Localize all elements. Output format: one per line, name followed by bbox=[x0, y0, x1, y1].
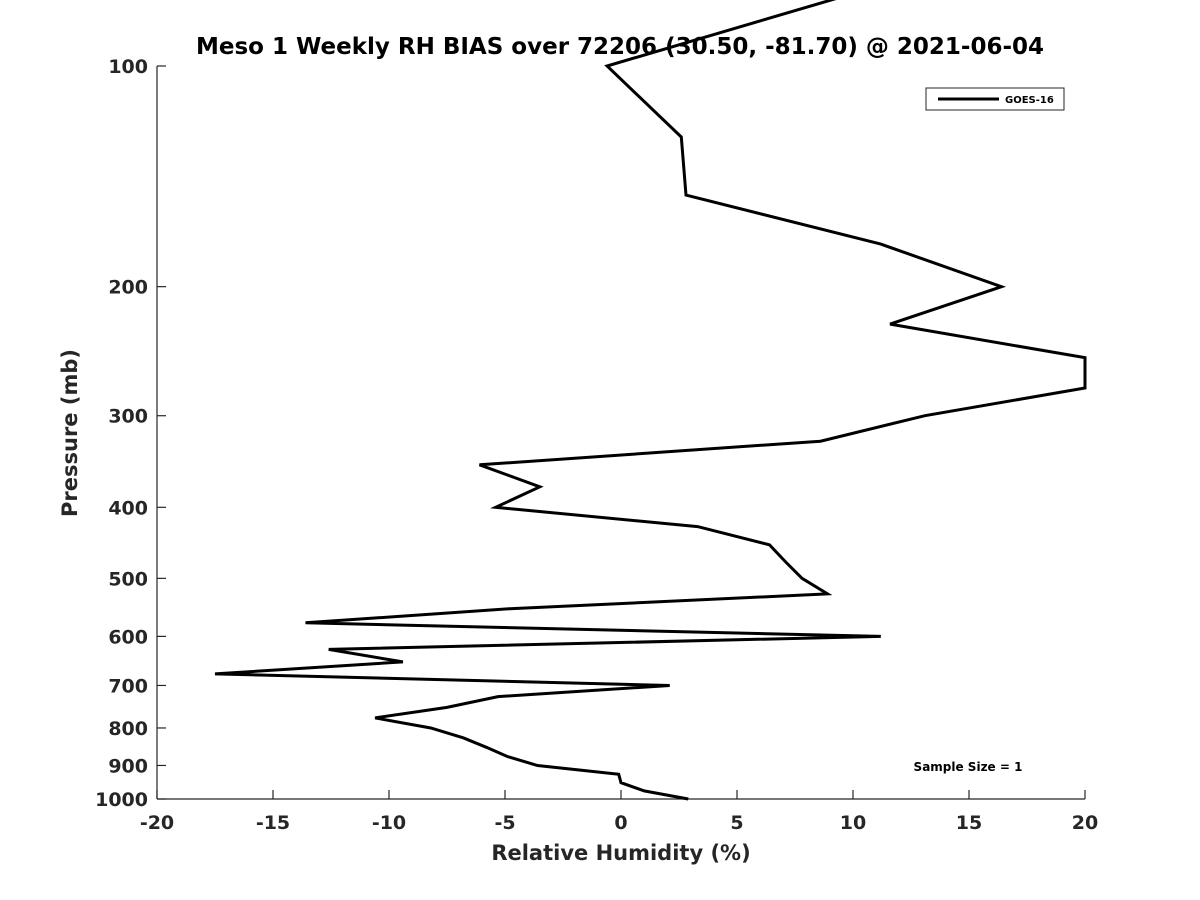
x-tick-label: -20 bbox=[140, 812, 174, 834]
y-axis-label: Pressure (mb) bbox=[58, 349, 82, 517]
y-tick-label: 100 bbox=[108, 56, 148, 78]
y-tick-label: 900 bbox=[108, 755, 148, 777]
y-tick-label: 300 bbox=[108, 406, 148, 428]
y-tick-label: 200 bbox=[108, 277, 148, 299]
series-layer bbox=[214, 0, 1087, 801]
legend-label-goes-16: GOES-16 bbox=[1005, 95, 1054, 106]
series-line-goes-16 bbox=[214, 0, 1087, 801]
y-ticks: 100 200 300 400 500 600 700 800 900 1000 bbox=[95, 56, 166, 811]
x-axis-label: Relative Humidity (%) bbox=[491, 841, 750, 865]
y-tick-label: 400 bbox=[108, 497, 148, 519]
sample-size-annotation: Sample Size = 1 bbox=[914, 760, 1023, 774]
x-tick-label: 0 bbox=[614, 812, 627, 834]
x-tick-label: 15 bbox=[956, 812, 982, 834]
x-tick-label: -10 bbox=[372, 812, 406, 834]
legend: GOES-16 bbox=[925, 87, 1065, 111]
y-tick-label: 500 bbox=[108, 568, 148, 590]
x-tick-label: 20 bbox=[1072, 812, 1098, 834]
y-tick-label: 700 bbox=[108, 675, 148, 697]
x-tick-label: -15 bbox=[256, 812, 290, 834]
x-tick-label: 10 bbox=[840, 812, 866, 834]
x-tick-label: 5 bbox=[730, 812, 743, 834]
y-tick-label: 800 bbox=[108, 718, 148, 740]
y-tick-label: 600 bbox=[108, 626, 148, 648]
x-tick-label: -5 bbox=[494, 812, 515, 834]
chart-title: Meso 1 Weekly RH BIAS over 72206 (30.50,… bbox=[196, 34, 1044, 60]
x-ticks: -20 -15 -10 -5 0 5 10 15 20 bbox=[140, 790, 1098, 834]
y-tick-label: 1000 bbox=[95, 789, 148, 811]
